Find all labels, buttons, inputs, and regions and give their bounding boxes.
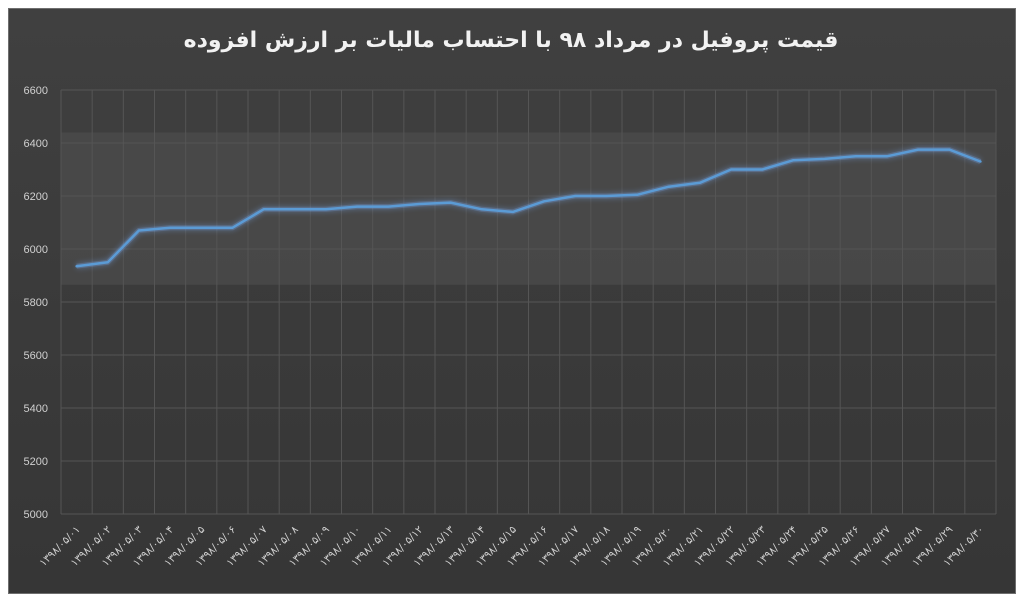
series-line (75, 148, 982, 268)
chart-title: قیمت پروفیل در مرداد ۹۸ با احتساب مالیات… (183, 28, 839, 53)
y-tick-label: 5800 (24, 297, 48, 309)
y-tick-label: 6600 (24, 85, 48, 97)
y-tick-label: 5400 (24, 403, 48, 415)
y-tick-label: 5600 (24, 350, 48, 362)
y-tick-label: 5200 (24, 456, 48, 468)
y-tick-label: 5000 (24, 509, 48, 521)
y-tick-label: 6000 (24, 244, 48, 256)
chart-frame (8, 8, 1016, 594)
y-tick-label: 6200 (24, 191, 48, 203)
y-tick-label: 6400 (24, 138, 48, 150)
